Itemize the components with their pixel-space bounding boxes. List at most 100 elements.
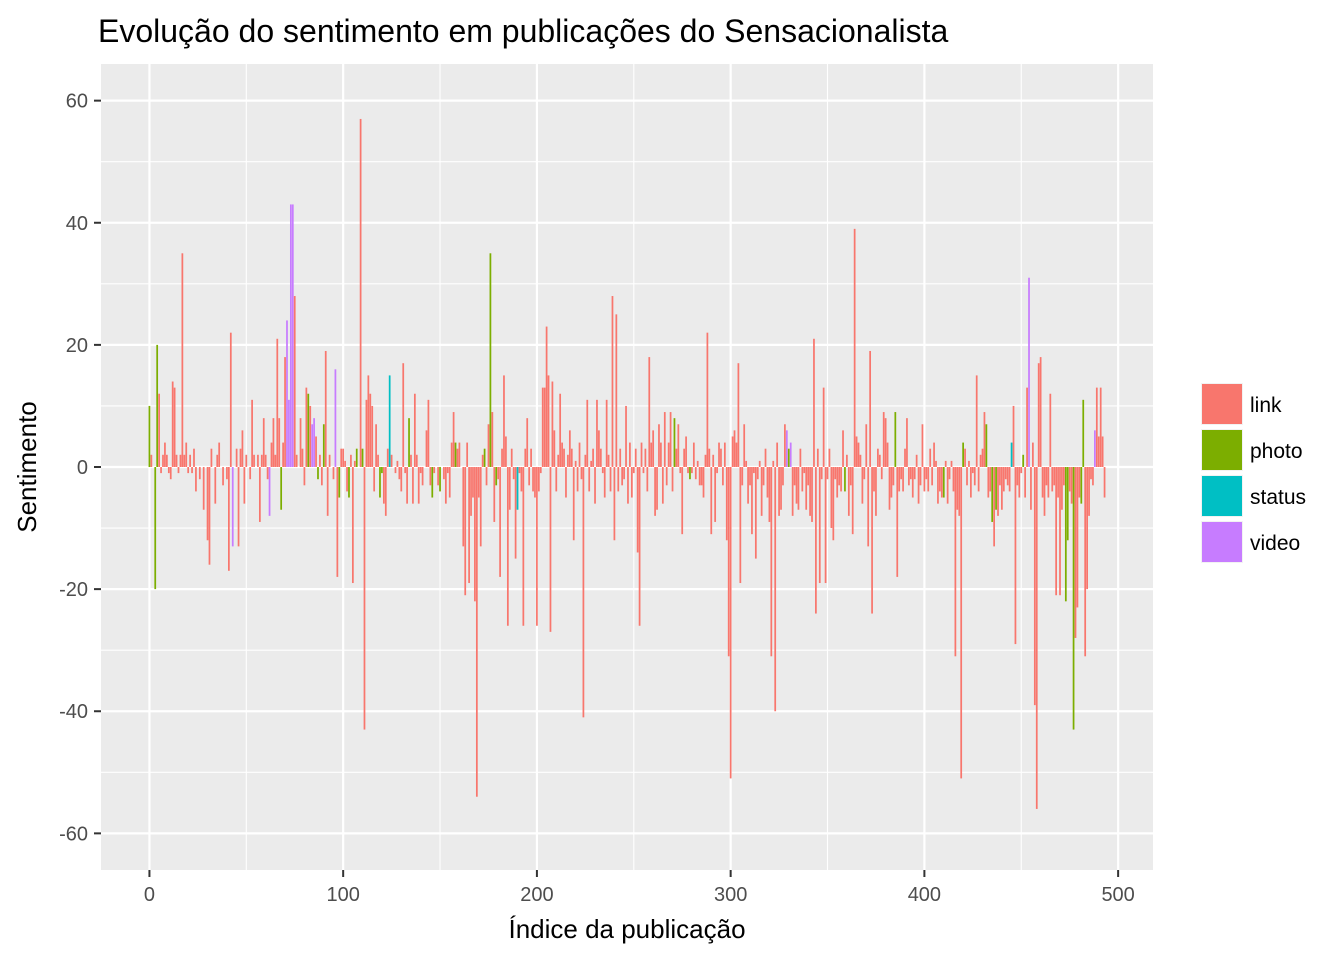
bar-link (367, 375, 370, 467)
bar-link (646, 467, 649, 492)
bar-link (1074, 467, 1077, 638)
bar-link (692, 442, 695, 467)
bars (148, 118, 1106, 809)
bar-link (218, 442, 221, 467)
bar-link (472, 467, 474, 498)
bar-link (609, 467, 612, 492)
bar-link (892, 467, 895, 486)
x-tick-label: 400 (908, 884, 941, 906)
bar-link (419, 467, 422, 474)
bar-link (505, 436, 507, 467)
bar-video (1094, 430, 1096, 467)
bar-photo (280, 467, 283, 510)
bar-link (274, 454, 277, 467)
bar-photo (154, 467, 157, 590)
legend-key-photo (1202, 430, 1242, 470)
bar-link (487, 424, 490, 467)
bar-link (1103, 467, 1106, 498)
bar-photo (1082, 399, 1085, 467)
bar-link (198, 467, 201, 480)
bar-link (842, 430, 844, 467)
bar-link (1018, 467, 1021, 498)
bar-video (1028, 277, 1030, 467)
x-axis: 0 100 200 300 400 500 (144, 870, 1135, 906)
bar-link (805, 467, 808, 510)
bar-link (216, 454, 219, 467)
bar-link (815, 467, 817, 614)
bar-link (214, 467, 217, 504)
bar-link (1033, 467, 1036, 706)
bar-link (534, 467, 536, 498)
bar-link (660, 442, 662, 467)
bar-link (902, 467, 904, 492)
bar-link (822, 387, 825, 467)
x-tick-label: 500 (1101, 884, 1134, 906)
bar-link (880, 467, 883, 480)
bar-link (592, 448, 594, 467)
bar-photo (431, 467, 434, 498)
bar-link (206, 467, 209, 541)
bar-link (632, 467, 635, 474)
bar-link (293, 296, 296, 467)
bar-link (681, 467, 684, 535)
bar-link (886, 442, 889, 467)
bar-video (289, 204, 292, 467)
bar-link (1059, 467, 1061, 596)
bar-link (801, 467, 804, 492)
y-tick-label: 20 (66, 335, 88, 357)
bar-link (871, 467, 873, 614)
bar-link (359, 118, 362, 467)
bar-link (950, 460, 953, 467)
bar-link (586, 399, 589, 467)
bar-link (861, 467, 864, 504)
bar-link (1032, 442, 1034, 467)
bar-link (466, 442, 469, 467)
bar-link (820, 467, 823, 480)
bar-link (768, 467, 771, 522)
bar-link (555, 467, 558, 492)
bar-link (731, 436, 734, 467)
bar-link (791, 467, 794, 516)
bar-link (384, 467, 387, 516)
bar-link (373, 467, 376, 492)
bar-link (596, 399, 598, 467)
bar-link (315, 436, 317, 467)
bar-link (485, 467, 488, 486)
bar-link (847, 467, 850, 516)
legend-key-link (1202, 384, 1242, 424)
bar-link (371, 405, 374, 467)
bar-link (948, 467, 951, 480)
bar-photo (338, 467, 341, 498)
bar-link (816, 448, 819, 467)
bar-link (413, 393, 416, 467)
bar-link (764, 448, 767, 467)
bar-link (458, 442, 461, 467)
bar-link (882, 412, 885, 467)
bar-link (578, 442, 581, 467)
bar-link (309, 405, 312, 467)
bar-link (621, 467, 624, 486)
bar-link (834, 467, 837, 480)
bar-link (475, 467, 478, 797)
bar-link (694, 467, 697, 480)
bar-photo (483, 448, 486, 467)
bar-link (398, 467, 401, 480)
bar-link (547, 375, 550, 467)
bar-link (1012, 405, 1015, 467)
bar-link (698, 467, 701, 486)
bar-link (795, 467, 798, 504)
bar-link (766, 467, 769, 498)
bar-photo (1072, 467, 1075, 730)
bar-link (1004, 467, 1007, 480)
bar-link (898, 467, 901, 492)
bar-link (417, 467, 420, 504)
bar-link (1063, 467, 1065, 486)
bar-link (415, 454, 418, 467)
bar-link (590, 460, 593, 467)
bar-link (351, 467, 354, 584)
bar-link (530, 448, 532, 467)
bar-link (762, 467, 765, 486)
bar-link (375, 424, 377, 467)
bar-link (723, 442, 726, 467)
bar-link (228, 467, 230, 571)
